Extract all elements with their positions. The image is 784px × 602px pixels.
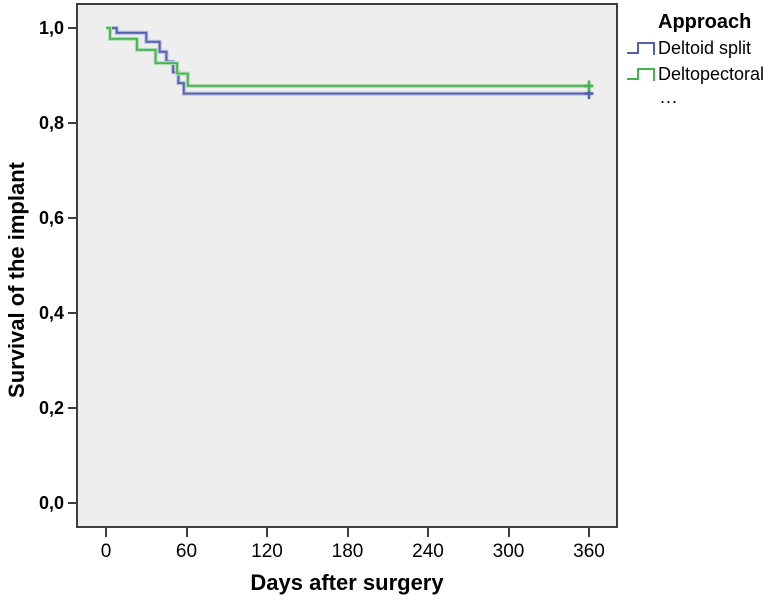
y-tick-mark (68, 122, 76, 124)
x-axis-title: Days after surgery (250, 570, 444, 595)
y-tick-mark (68, 407, 76, 409)
y-axis-title: Survival of the implant (4, 162, 29, 398)
legend-label-deltoid-split: Deltoid split (658, 38, 752, 58)
x-tick-mark (105, 528, 107, 537)
survival-curves-canvas (106, 26, 594, 100)
legend-label-deltopectoral: Deltopectoral (658, 64, 765, 84)
legend-label-overflow-ellipsis: ... (660, 87, 679, 107)
x-tick-label: 180 (331, 541, 364, 562)
survival-curve-0 (106, 27, 592, 95)
y-tick-mark (68, 502, 76, 504)
x-tick-mark (427, 528, 429, 537)
y-tick-mark (68, 312, 76, 314)
x-tick-mark (346, 528, 349, 537)
legend-item-deltoid-split: Deltoid split (626, 36, 784, 60)
x-tick-mark (588, 528, 590, 537)
x-tick-label: 360 (573, 541, 605, 562)
x-tick-mark (266, 528, 268, 537)
deltopectoral-step-line-icon (627, 68, 655, 81)
x-tick-label: 120 (251, 541, 283, 562)
y-tick-mark (68, 217, 76, 219)
y-tick-label: 0,2 (38, 398, 64, 418)
survival-curve-1 (106, 27, 592, 87)
legend-item-deltopectoral: Deltopectoral (626, 62, 784, 86)
x-tick-mark (185, 528, 188, 537)
plot-area (76, 3, 618, 528)
x-tick-label: 240 (412, 541, 444, 562)
y-tick-mark (68, 27, 76, 29)
y-tick-label: 0,0 (38, 493, 64, 513)
legend: Approach Deltoid split Deltopectoral ... (626, 10, 784, 106)
deltoid-split-step-line-icon (627, 42, 655, 55)
y-tick-label: 0,4 (38, 303, 64, 323)
legend-title: Approach (658, 11, 752, 33)
y-tick-label: 1,0 (38, 18, 64, 38)
x-tick-label: 60 (175, 541, 198, 562)
y-tick-label: 0,6 (38, 208, 64, 228)
censor-plus-mark-1 (584, 80, 594, 92)
y-tick-label: 0,8 (38, 113, 64, 133)
x-tick-label: 0 (100, 541, 112, 562)
x-tick-label: 300 (492, 541, 525, 562)
x-tick-mark (507, 528, 510, 537)
